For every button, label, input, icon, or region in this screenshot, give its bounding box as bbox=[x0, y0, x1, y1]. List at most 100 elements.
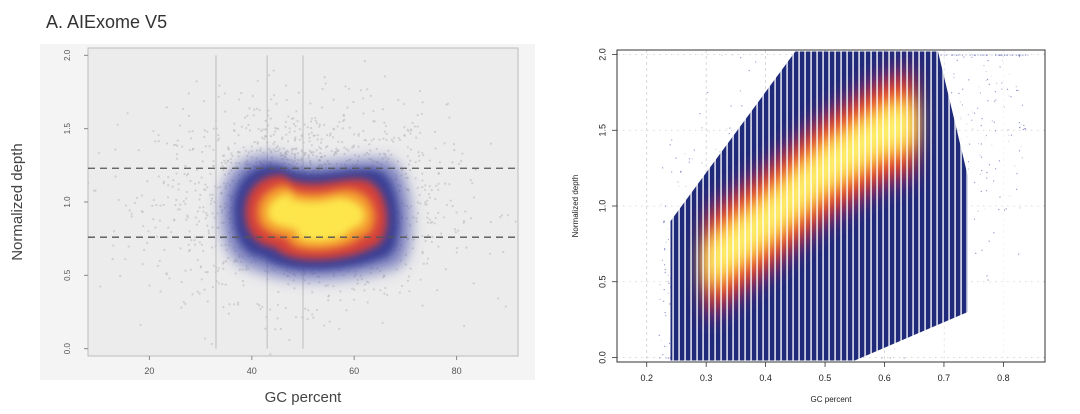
scatter-point bbox=[155, 203, 158, 207]
scatter-point bbox=[223, 159, 226, 163]
scatter-point bbox=[206, 214, 209, 217]
scatter-point bbox=[338, 327, 341, 330]
scatter-point bbox=[425, 203, 429, 206]
scatter-point bbox=[309, 151, 313, 154]
scatter-point bbox=[181, 107, 185, 111]
scatter-point bbox=[453, 149, 456, 152]
scatter-point bbox=[124, 204, 128, 207]
scatter-point bbox=[397, 136, 400, 140]
left-chart-panel: A. AIExome V5 20 40 60 80 0.0 0.5 1.0 1.5 2.0 GC … bbox=[0, 0, 540, 409]
scatter-point bbox=[231, 154, 234, 157]
scatter-point bbox=[182, 200, 185, 203]
scatter-point bbox=[159, 290, 162, 293]
scatter-point bbox=[261, 136, 264, 139]
scatter-point bbox=[202, 188, 206, 191]
scatter-point bbox=[210, 197, 214, 200]
scatter-point bbox=[200, 278, 203, 281]
scatter-point bbox=[428, 196, 431, 199]
scatter-point bbox=[336, 125, 339, 128]
scatter-point bbox=[407, 275, 410, 278]
scatter-point bbox=[378, 138, 381, 141]
scatter-point bbox=[406, 279, 410, 282]
scatter-point bbox=[412, 238, 415, 241]
scatter-point bbox=[188, 130, 191, 133]
scatter-point bbox=[212, 127, 215, 130]
scatter-point bbox=[267, 109, 270, 112]
scatter-point bbox=[308, 149, 311, 152]
scatter-point bbox=[181, 145, 184, 148]
scatter-point bbox=[264, 119, 267, 122]
scatter-point bbox=[251, 94, 254, 98]
scatter-point bbox=[464, 210, 467, 213]
scatter-point bbox=[269, 134, 272, 138]
scatter-point bbox=[309, 126, 313, 130]
scatter-point bbox=[415, 217, 418, 220]
scatter-point bbox=[406, 146, 409, 149]
scatter-point bbox=[217, 282, 221, 285]
scatter-point bbox=[186, 214, 189, 217]
scatter-point bbox=[360, 277, 363, 281]
scatter-point bbox=[311, 154, 315, 157]
scatter-point bbox=[332, 98, 335, 101]
scatter-point bbox=[453, 228, 457, 231]
scatter-point bbox=[221, 164, 224, 168]
scatter-point bbox=[383, 75, 387, 78]
scatter-point bbox=[127, 245, 130, 248]
scatter-point bbox=[291, 147, 294, 150]
scatter-point bbox=[256, 302, 259, 306]
scatter-point bbox=[344, 85, 347, 88]
scatter-point bbox=[452, 143, 456, 146]
scatter-point bbox=[428, 218, 431, 221]
scatter-point bbox=[421, 179, 424, 182]
scatter-point bbox=[111, 257, 114, 261]
scatter-point bbox=[444, 182, 447, 185]
y-tick-label: 0.5 bbox=[63, 269, 72, 281]
scatter-point bbox=[223, 92, 226, 95]
scatter-point bbox=[437, 245, 440, 248]
scatter-point bbox=[318, 281, 321, 284]
scatter-point bbox=[255, 107, 258, 110]
y-tick-label: 1.0 bbox=[63, 196, 72, 208]
scatter-point bbox=[187, 92, 190, 95]
scatter-point bbox=[365, 280, 369, 283]
scatter-point bbox=[119, 274, 122, 278]
scatter-point bbox=[308, 140, 311, 143]
scatter-point bbox=[363, 289, 366, 292]
scatter-point bbox=[114, 148, 117, 151]
scatter-point bbox=[323, 76, 326, 79]
density-peak bbox=[267, 192, 365, 242]
scatter-point bbox=[307, 133, 311, 136]
scatter-point bbox=[499, 216, 502, 219]
scatter-point bbox=[112, 230, 116, 233]
scatter-point bbox=[284, 125, 287, 128]
scatter-point bbox=[390, 153, 393, 156]
scatter-point bbox=[241, 268, 244, 271]
scatter-point bbox=[172, 179, 175, 182]
scatter-point bbox=[416, 125, 419, 128]
scatter-point bbox=[326, 144, 329, 148]
scatter-point bbox=[294, 125, 297, 128]
scatter-point bbox=[272, 69, 275, 72]
scatter-point bbox=[321, 156, 324, 159]
scatter-point bbox=[174, 143, 177, 146]
scatter-point bbox=[285, 84, 288, 87]
scatter-point bbox=[339, 290, 342, 293]
scatter-point bbox=[188, 148, 191, 152]
scatter-point bbox=[410, 129, 413, 132]
scatter-point bbox=[240, 125, 243, 128]
scatter-point bbox=[211, 285, 215, 289]
scatter-point bbox=[293, 287, 296, 290]
scatter-point bbox=[140, 194, 144, 197]
scatter-point bbox=[177, 188, 180, 191]
scatter-point bbox=[295, 147, 298, 150]
scatter-point bbox=[209, 193, 212, 196]
scatter-point bbox=[306, 126, 309, 129]
scatter-point bbox=[184, 202, 187, 206]
scatter-point bbox=[193, 243, 197, 246]
scatter-point bbox=[293, 139, 297, 142]
scatter-point bbox=[421, 185, 424, 189]
scatter-point bbox=[236, 301, 240, 304]
scatter-point bbox=[316, 138, 319, 141]
scatter-point bbox=[268, 74, 271, 77]
scatter-point bbox=[474, 168, 477, 171]
